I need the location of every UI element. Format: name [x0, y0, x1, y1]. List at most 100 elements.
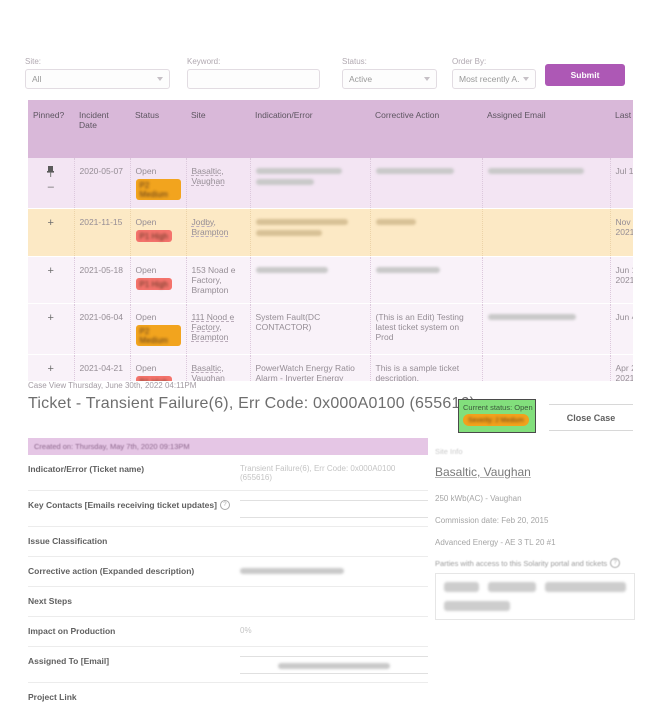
chevron-down-icon [523, 77, 529, 81]
redacted-text [255, 265, 365, 273]
redacted-chip [544, 582, 627, 592]
redacted-text [375, 265, 477, 273]
current-status-text: Current status: Open [463, 403, 533, 412]
field-label-project-link: Project Link [28, 692, 77, 702]
redacted-text [278, 661, 390, 669]
site-link[interactable]: Jodby, Brampton [191, 217, 229, 237]
chevron-down-icon [424, 77, 430, 81]
site-link: 153 Noad e Factory, Brampton [191, 265, 236, 295]
site-name-link[interactable]: Basaltic, Vaughan [435, 465, 531, 479]
severity-badge: P2 Medium [135, 179, 181, 200]
close-case-button[interactable]: Close Case [549, 404, 633, 431]
site-inverter: Advanced Energy - AE 3 TL 20 #1 [435, 538, 556, 547]
field-label-next-steps: Next Steps [28, 596, 72, 606]
unpin-button[interactable]: – [47, 181, 54, 193]
assigned-email-cell [482, 256, 611, 304]
column-header: Status [130, 100, 186, 158]
input-assigned-to[interactable] [240, 656, 428, 674]
severity-badge: P1 High [135, 278, 172, 290]
form-row-issue-classification: Issue Classification [28, 527, 428, 557]
field-label-indicator-error: Indicator/Error (Ticket name) [28, 464, 145, 474]
incident-date: 2021-11-15 [74, 208, 131, 257]
orderby-filter-select[interactable]: Most recently A... [452, 69, 536, 89]
orderby-filter-label: Order By: [452, 57, 487, 66]
pin-cell: + [28, 303, 75, 355]
status-filter-select[interactable]: Active [342, 69, 437, 89]
status-cell: Open P2 Medium [130, 303, 187, 355]
indication-cell: PowerWatch Energy Ratio Alarm - Inverter… [250, 354, 371, 381]
site-info-label: Site Info [435, 447, 463, 456]
site-cell: Jodby, Brampton [186, 208, 251, 257]
pin-button[interactable]: + [47, 312, 54, 324]
site-filter-select[interactable]: All [25, 69, 170, 89]
last-active-cell: Jun 18th, 2021 [610, 256, 633, 304]
status-cell: Open P1 High [130, 354, 187, 381]
form-row-project-link: Project Link [28, 683, 428, 704]
assigned-email-cell [482, 303, 611, 355]
pin-button[interactable]: + [47, 217, 54, 229]
field-value-indicator-error: Transient Failure(6), Err Code: 0x000A01… [240, 464, 396, 482]
chevron-down-icon [157, 77, 163, 81]
redacted-text [487, 312, 605, 320]
severity-badge: P2 Medium [135, 325, 181, 346]
field-value-assigned-to [240, 656, 428, 674]
redacted-chip [444, 601, 510, 611]
severity-badge: Severity: 2 Medium [463, 414, 529, 426]
site-link[interactable]: 111 Nood e Factory, Brampton [191, 312, 235, 342]
redacted-text [240, 566, 428, 574]
status-text: Open [135, 363, 157, 373]
status-filter-value: Active [349, 74, 373, 84]
site-link[interactable]: Basaltic, Vaughan [191, 363, 225, 381]
column-header: Assigned Email [482, 100, 610, 158]
tickets-table-body: – 2020-05-07 Open P2 Medium Basaltic, Vaugha… [28, 158, 633, 381]
form-row-corrective-action: Corrective action (Expanded description) [28, 557, 428, 587]
indication-cell [250, 158, 371, 209]
info-icon[interactable]: ? [219, 500, 230, 510]
status-text: Open [135, 265, 157, 275]
field-label-issue-classification: Issue Classification [28, 536, 108, 546]
site-cell: 111 Nood e Factory, Brampton [186, 303, 251, 355]
site-filter-value: All [32, 74, 42, 84]
pin-cell: – [28, 158, 75, 209]
field-value-key-contacts [240, 500, 428, 518]
pin-button[interactable]: + [47, 363, 54, 375]
pin-cell: + [28, 256, 75, 304]
site-filter-group: Site: All [25, 57, 170, 89]
submit-button[interactable]: Submit [545, 64, 625, 86]
keyword-input[interactable] [187, 69, 320, 89]
ticket-row: +2021-05-18 Open P1 High 153 Noad e Factory… [28, 256, 633, 304]
current-status-box: Current status: Open Severity: 2 Medium [458, 399, 536, 433]
site-cell: Basaltic, Vaughan [186, 158, 251, 209]
status-filter-group: Status: Active [342, 57, 437, 89]
last-active-cell: Jul 14th, 2021 [610, 158, 633, 209]
field-value-corrective-action [240, 566, 428, 574]
site-link[interactable]: Basaltic, Vaughan [191, 166, 225, 186]
status-cell: Open P1 High [130, 256, 187, 304]
parties-access-text: Parties with access to this Solarity por… [435, 558, 608, 568]
form-row-assigned-to: Assigned To [Email] [28, 647, 428, 683]
status-text: Open [135, 217, 157, 227]
pin-button[interactable]: + [47, 265, 54, 277]
status-cell: Open P1 High [130, 208, 187, 257]
corrective-cell [370, 158, 483, 209]
created-on-text: Created on: Thursday, May 7th, 2020 09:1… [34, 442, 190, 451]
redacted-text [255, 217, 365, 236]
redacted-text [487, 166, 605, 174]
keyword-filter-label: Keyword: [187, 57, 221, 66]
redacted-text [255, 166, 365, 185]
assigned-email-cell [482, 354, 611, 381]
info-icon[interactable]: ? [610, 558, 621, 568]
last-active-cell: Nov 15th, 2021 [610, 208, 633, 257]
input-key-contacts[interactable] [240, 500, 428, 518]
severity-badge: P1 High [135, 230, 172, 242]
corrective-cell [370, 208, 483, 257]
column-header: Site [186, 100, 250, 158]
keyword-filter-group: Keyword: [187, 57, 320, 89]
site-filter-label: Site: [25, 57, 42, 66]
column-header: Incident Date [74, 100, 130, 158]
field-label-corrective-action: Corrective action (Expanded description) [28, 566, 195, 576]
ticket-row: +2021-11-15 Open P1 High Jodby, Brampton Nov… [28, 208, 633, 257]
form-row-next-steps: Next Steps [28, 587, 428, 617]
severity-badge-label: Severity: 2 Medium [468, 416, 524, 424]
